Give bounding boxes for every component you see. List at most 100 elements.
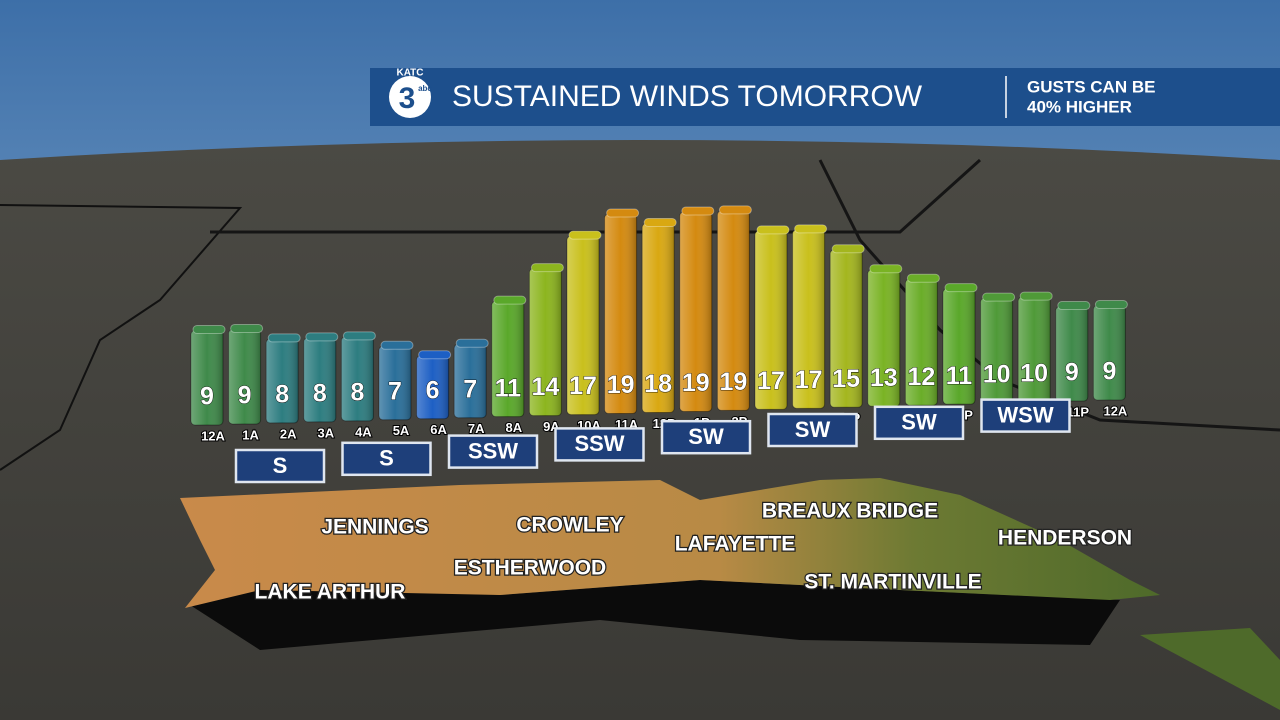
value-label: 8 [275,381,289,409]
city-label: ST. MARTINVILLE [804,571,981,594]
bar-shade [341,336,374,421]
bar-cap [1094,300,1128,309]
x-tick-label: 5A [393,423,410,438]
bar-shade [717,210,750,411]
title-banner [370,68,1280,126]
bar-cap [305,332,339,342]
bar-cap [869,264,903,274]
direction-label: SSW [574,431,624,456]
bar-cap [906,273,940,283]
x-tick-label: 11P [1067,404,1090,419]
value-label: 18 [644,370,672,398]
bar-cap [1057,301,1091,311]
bar-cap [831,244,865,254]
value-label: 6 [426,376,440,404]
bar-shade [191,330,223,425]
value-label: 19 [719,368,747,396]
chart-title: SUSTAINED WINDS TOMORROW [452,80,923,113]
bar-shade [755,230,787,410]
direction-label: SW [688,424,724,449]
value-label: 17 [757,367,785,395]
value-label: 9 [1102,358,1116,386]
value-label: 10 [983,361,1011,389]
direction-box [873,405,965,441]
bar-cap [418,350,452,360]
bar-shade [905,279,938,406]
city-label: BREAUX BRIDGE [762,500,938,523]
x-tick-label: 2A [280,426,297,441]
bar-shade [266,338,299,423]
value-label: 7 [388,377,402,405]
bar-shade [830,249,863,408]
value-label: 8 [313,379,327,407]
value-label: 17 [795,366,823,394]
bar-cap [230,323,264,333]
direction-label: WSW [997,402,1053,427]
bar-cap [380,340,414,350]
parish-map [180,478,1160,608]
x-tick-label: 4A [355,424,372,439]
bar-shade [529,268,562,416]
value-label: 7 [463,375,477,403]
value-label: 17 [569,372,597,400]
x-tick-label: 6A [430,422,447,437]
bar-shade [454,344,487,418]
bar-shade [642,223,675,413]
value-label: 9 [200,383,214,411]
direction-box [660,419,752,455]
bar-shade [379,346,411,420]
bar-cap [606,208,640,218]
value-label: 15 [832,365,860,393]
bar-shade [792,229,825,409]
direction-box [447,434,539,469]
city-label: LAFAYETTE [675,533,796,556]
shadow [190,575,1120,650]
value-label: 19 [682,369,710,397]
bar-shade [491,301,524,417]
city-label: CROWLEY [516,514,623,537]
city-label: HENDERSON [998,527,1132,550]
bar-cap [192,325,226,334]
value-label: 11 [495,374,522,402]
direction-label: SW [795,417,831,442]
value-label: 12 [907,363,935,391]
bar-cap [794,224,828,234]
value-label: 8 [350,378,364,406]
bar-shade [303,337,336,422]
subtitle: GUSTS CAN BE [1027,77,1155,96]
city-label: JENNINGS [321,516,428,539]
bar-cap [530,263,564,273]
city-label: LAKE ARTHUR [255,581,406,604]
direction-box [554,427,645,462]
x-tick-label: 7A [468,421,485,436]
bar-shade [980,298,1013,404]
value-label: 19 [607,371,635,399]
city-label: ESTHERWOOD [454,557,606,580]
bar-cap [756,225,790,235]
logo-network: abc [418,84,432,93]
direction-box [341,441,432,477]
bar-shade [416,355,449,419]
x-tick-label: 1A [242,427,259,442]
direction-box [234,448,326,484]
parish-map [1140,628,1280,710]
bar-shade [867,269,900,407]
bar-shade [943,288,975,405]
value-label: 10 [1020,360,1048,388]
value-label: 9 [1065,359,1079,387]
direction-box [980,398,1071,433]
direction-label: S [379,446,394,471]
bar-shade [1018,297,1051,403]
bar-cap [568,230,602,240]
value-label: 14 [531,373,559,401]
direction-label: SSW [468,438,518,463]
bar-cap [681,206,715,216]
direction-box [767,412,858,448]
direction-label: SW [901,410,937,435]
bar-cap [493,295,527,305]
x-tick-label: 12A [1103,403,1127,418]
direction-label: S [273,453,288,478]
x-tick-label: 8A [505,420,522,435]
bar-shade [567,236,599,415]
